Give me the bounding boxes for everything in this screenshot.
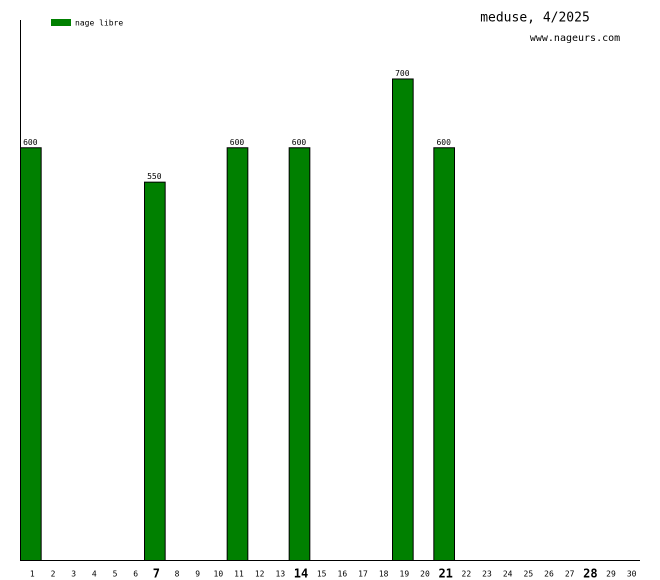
x-tick-label: 19 [400,570,410,579]
x-tick-label: 2 [51,570,56,579]
x-tick-label: 5 [113,570,118,579]
x-tick-label: 6 [133,570,138,579]
value-label: 600 [23,138,38,147]
x-tick-label: 1 [30,570,35,579]
x-tick-label: 14 [294,567,308,580]
x-tick-label: 18 [379,570,389,579]
x-tick-label: 10 [214,570,224,579]
value-label: 600 [292,138,307,147]
x-tick-label: 21 [438,567,452,580]
x-tick-label: 13 [276,570,286,579]
bar [392,78,414,561]
x-tick-label: 8 [175,570,180,579]
value-label: 600 [436,138,451,147]
x-tick-label: 16 [338,570,348,579]
legend-swatch [51,19,71,26]
x-tick-label: 17 [358,570,368,579]
x-tick-label: 4 [92,570,97,579]
value-label: 600 [230,138,245,147]
value-label: 550 [147,172,162,181]
x-tick-label: 15 [317,570,327,579]
x-tick-label: 12 [255,570,265,579]
bar [20,147,42,561]
legend-label: nage libre [75,19,123,28]
x-tick-label: 25 [524,570,534,579]
x-tick-label: 24 [503,570,513,579]
x-tick-label: 30 [627,570,637,579]
value-label: 700 [395,69,410,78]
x-tick-label: 22 [462,570,472,579]
bar [433,147,456,561]
bar [288,147,311,561]
x-tick-label: 26 [544,570,554,579]
bar [144,181,166,562]
x-tick-label: 29 [606,570,616,579]
x-tick-label: 28 [583,567,597,580]
x-tick-label: 7 [153,567,160,580]
x-tick-label: 20 [420,570,430,579]
chart-title: meduse, 4/2025 [480,11,590,26]
x-tick-label: 23 [482,570,492,579]
x-tick-label: 9 [195,570,200,579]
x-tick-label: 3 [71,570,76,579]
chart-subtitle: www.nageurs.com [530,33,620,44]
x-tick-label: 11 [234,570,244,579]
bar [226,147,249,561]
x-tick-label: 27 [565,570,575,579]
